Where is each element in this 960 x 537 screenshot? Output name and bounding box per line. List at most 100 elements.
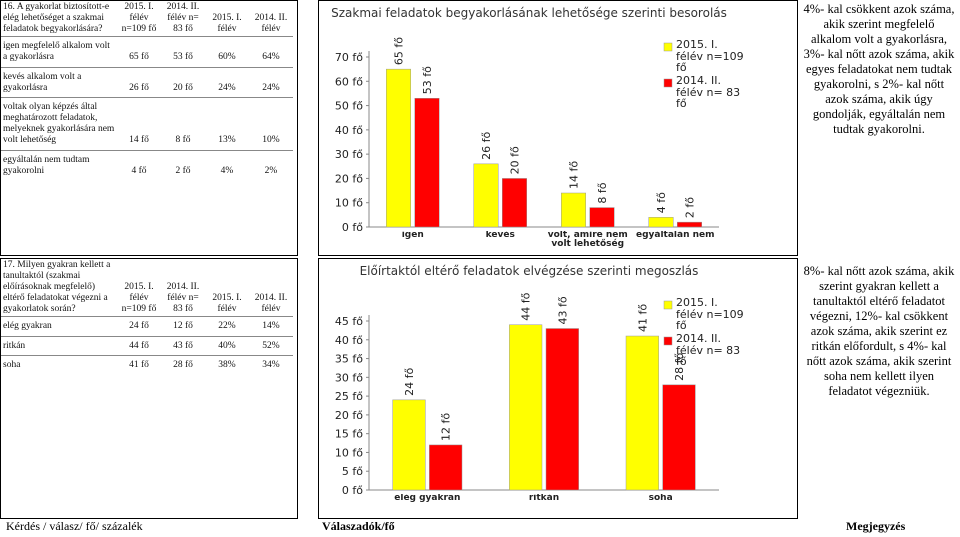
- header-cell: 2015. I. félév: [212, 12, 242, 34]
- bar: [414, 98, 440, 228]
- header-row: 16. A gyakorlat biztosított-e elég lehet…: [1, 1, 293, 36]
- footer-label: Kérdés / válasz/ fő/ százalék: [6, 519, 143, 533]
- header-cell: 2014. II. félév n= 83 fő: [166, 2, 200, 34]
- note: 4%- kal csökkent azok száma, akik szerin…: [803, 2, 955, 136]
- table-cell: 14%: [249, 315, 293, 337]
- y-tick-label: 20 fő: [335, 409, 363, 422]
- value-label: 43 fő: [556, 296, 569, 324]
- table-cell: 34%: [249, 355, 293, 376]
- y-tick-label: 20 fő: [335, 172, 363, 185]
- bar: [502, 178, 527, 228]
- table-cell: 2%: [249, 150, 293, 181]
- bar: [386, 68, 411, 228]
- legend-label-box: 2014. II. félév n= 83 fő: [676, 333, 741, 367]
- table-row: soha 41 fő 28 fő 38% 34%: [1, 355, 293, 376]
- y-tick-label: 25 fő: [335, 390, 363, 403]
- table-cell: 40%: [205, 335, 249, 356]
- table-cell: 52%: [249, 335, 293, 356]
- note: 8%- kal nőtt azok száma, akik szerint gy…: [803, 264, 955, 398]
- bar: [473, 163, 499, 228]
- legend-label-box: 2015. I. félév n=109 fő: [676, 297, 744, 331]
- legend-label: 2015. I. félév n=109 fő: [676, 39, 744, 73]
- legend-label: 2014. II. félév n= 83 fő: [676, 75, 741, 109]
- value-label: 26 fő: [480, 131, 493, 159]
- x-tick-label: soha: [648, 494, 673, 503]
- table-box: 17. Milyen gyakran kellett a tanultaktól…: [0, 258, 298, 519]
- value-label: 53 fő: [421, 66, 434, 94]
- chart-title: Szakmai feladatok begyakorlásának lehető…: [331, 6, 727, 20]
- x-tick-label-box: ritkán: [529, 494, 559, 503]
- table-row: kevés alkalom volt a gyakorlásra 26 fő 20 …: [1, 66, 293, 98]
- value-label: 8 fő: [596, 182, 609, 203]
- footer-label: Megjegyzés: [846, 519, 906, 533]
- value-label: 14 fő: [568, 161, 581, 189]
- table-cell: kevés alkalom volt a gyakorlásra: [1, 66, 117, 98]
- table-cell: 20 fő: [161, 66, 205, 98]
- chart-box: Szakmai feladatok begyakorlásának lehető…: [318, 0, 798, 256]
- table-cell: 14 fő: [117, 97, 161, 151]
- bar: [589, 207, 615, 228]
- table-cell: 64%: [249, 35, 293, 68]
- header-cell: 2015. I. félév: [212, 292, 242, 314]
- y-tick-label: 35 fő: [335, 353, 363, 366]
- x-tick-label: elég gyakran: [394, 494, 461, 503]
- data-table: 16. A gyakorlat biztosított-e elég lehet…: [1, 1, 293, 181]
- chart: Előírtaktól eltérő feladatok elvégzése s…: [335, 264, 744, 503]
- table-cell: 38%: [205, 355, 249, 376]
- value-label: 4 fő: [655, 192, 668, 213]
- table-cell: voltak olyan képzés által meghatározott …: [1, 97, 117, 151]
- value-label: 28 fő: [673, 352, 686, 380]
- x-tick-label: egyáltalán nem: [635, 231, 715, 240]
- value-label: 12 fő: [440, 413, 453, 441]
- legend-swatch: [663, 78, 673, 88]
- y-tick-label: 30 fő: [335, 148, 363, 161]
- x-tick-label-box: igen: [401, 231, 424, 240]
- table-cell: elég gyakran: [1, 315, 117, 337]
- table-cell: 65 fő: [117, 35, 161, 68]
- y-tick-label: 0 fő: [342, 221, 363, 234]
- table-row: igen megfelelő alkalom volt a gyakorlásr…: [1, 35, 293, 68]
- bar: [509, 324, 543, 491]
- legend-label-box: 2015. I. félév n=109 fő: [676, 39, 744, 73]
- y-tick-label: 30 fő: [335, 371, 363, 384]
- x-tick-label: igen: [401, 231, 424, 240]
- y-tick-label: 50 fő: [335, 100, 363, 113]
- table-cell: 41 fő: [117, 355, 161, 376]
- table-cell: 4%: [205, 150, 249, 181]
- table-cell: 24%: [205, 66, 249, 98]
- y-tick-label: 70 fő: [335, 51, 363, 64]
- header-cell: 2014. II. félév: [254, 292, 288, 314]
- table-cell: egyáltalán nem tudtam gyakorolni: [1, 150, 117, 181]
- value-label: 44 fő: [520, 292, 533, 320]
- legend-label: 2014. II. félév n= 83 fő: [676, 333, 741, 367]
- legend-swatch: [663, 336, 673, 346]
- table-cell: 53 fő: [161, 35, 205, 68]
- x-tick-label-box: kevés: [486, 231, 515, 240]
- legend-swatch: [663, 42, 673, 52]
- x-tick-label-box: volt, amire nem volt lehetőség: [548, 231, 628, 249]
- table-cell: 43 fő: [161, 335, 205, 356]
- table-row: voltak olyan képzés által meghatározott …: [1, 97, 293, 151]
- table-cell: 2 fő: [161, 150, 205, 181]
- chart: Szakmai feladatok begyakorlásának lehető…: [331, 6, 744, 249]
- table-row: egyáltalán nem tudtam gyakorolni 4 fő 2 fő…: [1, 150, 293, 181]
- y-tick-label: 10 fő: [335, 197, 363, 210]
- bar: [561, 192, 586, 228]
- legend-swatch: [663, 300, 673, 310]
- table-cell: soha: [1, 355, 117, 376]
- value-label: 20 fő: [509, 146, 522, 174]
- table-box: 16. A gyakorlat biztosított-e elég lehet…: [0, 0, 298, 256]
- header-cell: 17. Milyen gyakran kellett a tanultaktól…: [3, 260, 111, 314]
- legend-label: 2015. I. félév n=109 fő: [676, 297, 744, 331]
- y-tick-label: 40 fő: [335, 124, 363, 137]
- value-label: 2 fő: [684, 197, 697, 218]
- table-cell: igen megfelelő alkalom volt a gyakorlásr…: [1, 35, 117, 68]
- table-cell: 60%: [205, 35, 249, 68]
- header-cell: 16. A gyakorlat biztosított-e elég lehet…: [3, 2, 110, 34]
- y-tick-label: 5 fő: [342, 465, 363, 478]
- bar: [625, 335, 659, 491]
- table-cell: 12 fő: [161, 315, 205, 337]
- bar: [429, 444, 463, 491]
- header-cell: 2015. I. félév n=109 fő: [121, 2, 157, 34]
